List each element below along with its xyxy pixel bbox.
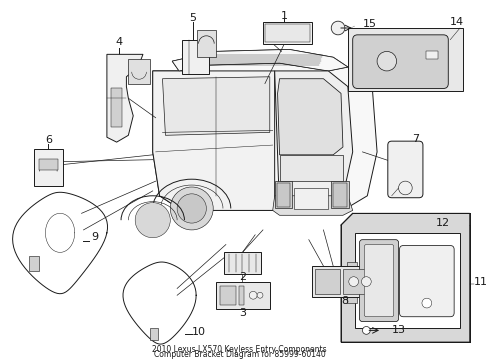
FancyBboxPatch shape <box>399 246 453 317</box>
Bar <box>29 256 39 271</box>
Circle shape <box>135 203 170 238</box>
Bar <box>332 183 346 207</box>
Bar <box>182 40 209 74</box>
Bar <box>264 24 309 42</box>
Text: 15: 15 <box>362 19 376 29</box>
FancyBboxPatch shape <box>387 141 422 198</box>
Bar <box>196 30 216 57</box>
Circle shape <box>170 187 213 230</box>
Bar <box>220 285 235 305</box>
Polygon shape <box>340 213 469 342</box>
Circle shape <box>348 277 358 287</box>
Bar <box>216 282 269 309</box>
Bar <box>39 159 58 170</box>
Text: 3: 3 <box>239 308 245 318</box>
Polygon shape <box>277 79 342 155</box>
Bar <box>263 22 311 44</box>
Bar <box>224 252 261 274</box>
Polygon shape <box>340 225 469 342</box>
Polygon shape <box>274 71 352 210</box>
Polygon shape <box>172 49 347 71</box>
Circle shape <box>330 21 344 35</box>
FancyBboxPatch shape <box>364 244 393 317</box>
FancyBboxPatch shape <box>359 240 398 321</box>
Bar <box>354 233 459 328</box>
Text: 2: 2 <box>239 272 245 282</box>
Circle shape <box>376 51 396 71</box>
Circle shape <box>177 194 206 223</box>
Text: 12: 12 <box>435 218 449 228</box>
Bar <box>330 181 348 208</box>
Bar <box>276 183 290 207</box>
Bar <box>311 266 377 297</box>
Polygon shape <box>152 71 274 210</box>
Bar <box>128 59 149 84</box>
Bar <box>111 89 122 127</box>
Text: 9: 9 <box>91 232 98 242</box>
Text: 4: 4 <box>115 37 122 47</box>
Text: 5: 5 <box>189 13 196 23</box>
Bar <box>34 149 63 186</box>
Circle shape <box>257 292 263 298</box>
Circle shape <box>362 327 369 334</box>
Circle shape <box>361 277 370 287</box>
Text: Computer Bracket Diagram for 85999-60140: Computer Bracket Diagram for 85999-60140 <box>153 350 325 359</box>
Bar <box>238 285 244 305</box>
Bar <box>294 188 327 210</box>
Bar <box>314 269 339 294</box>
Bar <box>425 51 437 59</box>
Text: 7: 7 <box>412 134 419 144</box>
Circle shape <box>421 298 431 308</box>
Polygon shape <box>107 54 142 142</box>
Polygon shape <box>272 196 352 215</box>
Bar <box>274 181 292 208</box>
Text: 8: 8 <box>341 296 348 306</box>
Text: 10: 10 <box>191 327 205 337</box>
Bar <box>346 262 356 303</box>
Text: 14: 14 <box>449 17 463 27</box>
Polygon shape <box>172 49 347 71</box>
Polygon shape <box>162 77 269 135</box>
Polygon shape <box>152 63 376 210</box>
Circle shape <box>249 291 257 299</box>
Text: 11: 11 <box>473 276 487 287</box>
Bar <box>347 28 462 91</box>
Bar <box>342 269 374 294</box>
Text: 6: 6 <box>45 135 52 145</box>
Text: 2010 Lexus LX570 Keyless Entry Components: 2010 Lexus LX570 Keyless Entry Component… <box>152 345 326 354</box>
FancyBboxPatch shape <box>352 35 447 89</box>
Polygon shape <box>279 155 342 181</box>
Text: 1: 1 <box>280 11 287 21</box>
Text: 13: 13 <box>391 325 405 336</box>
Bar <box>149 328 157 340</box>
